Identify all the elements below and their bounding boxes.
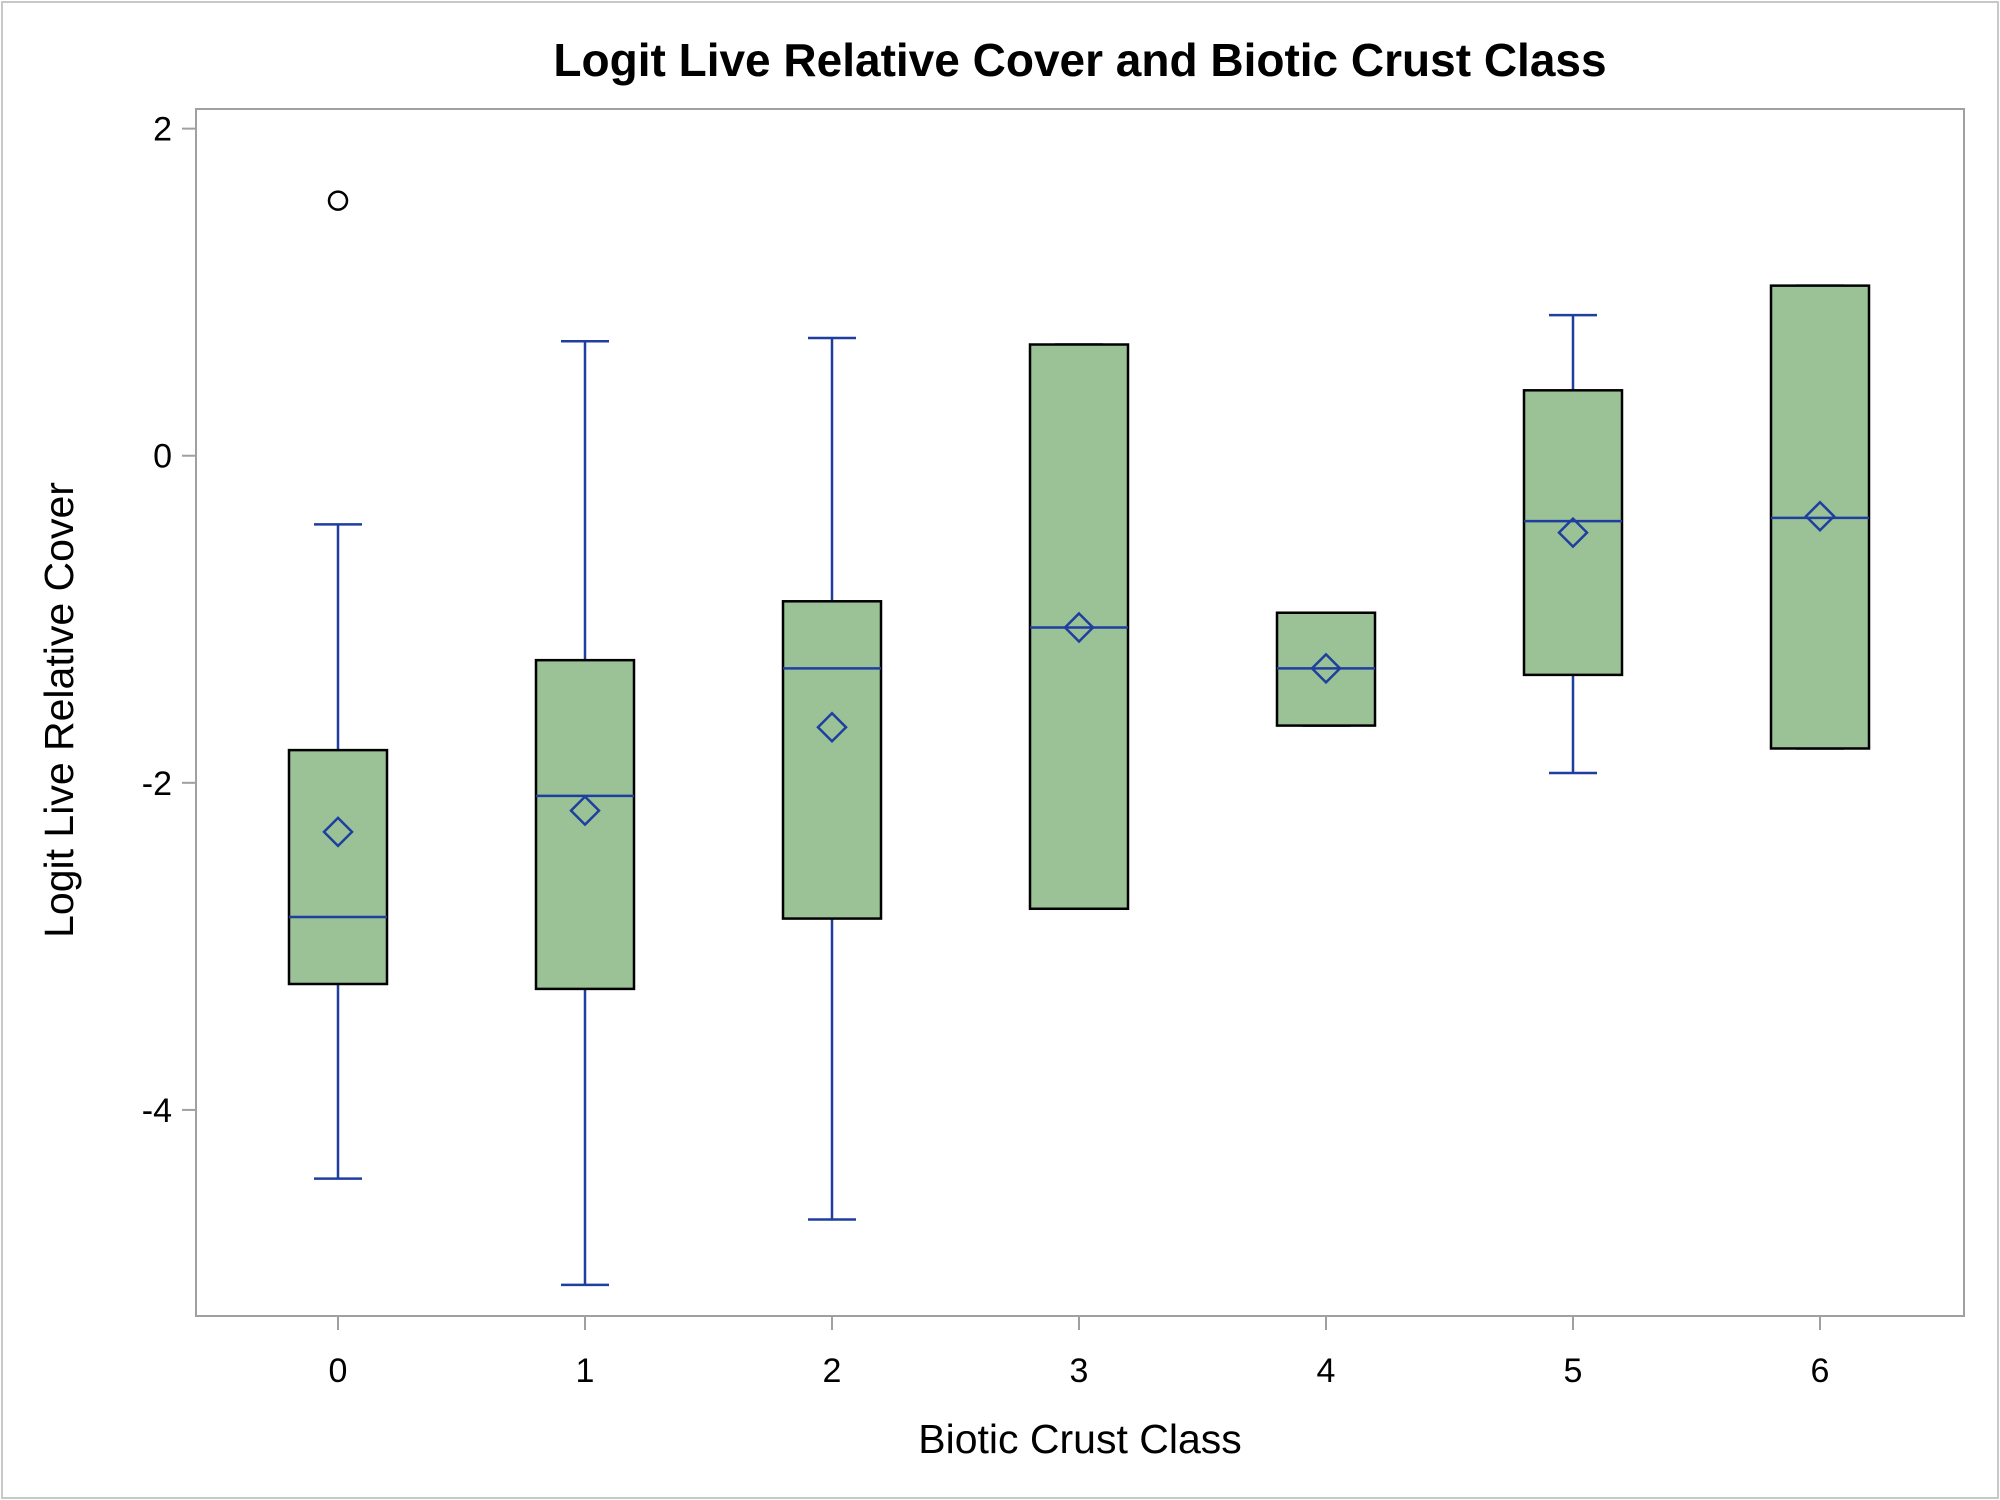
y-tick-label: -4	[142, 1092, 172, 1130]
mean-marker	[569, 794, 601, 827]
box-iqr	[1522, 389, 1624, 677]
mean-marker	[1557, 516, 1589, 549]
chart-title: Logit Live Relative Cover and Biotic Cru…	[553, 34, 1606, 86]
box-iqr	[287, 748, 389, 986]
mean-marker	[1804, 500, 1836, 533]
box-1	[534, 339, 636, 1287]
y-tick-label: 2	[153, 111, 172, 149]
y-axis-label: Logit Live Relative Cover	[36, 482, 82, 938]
mean-marker	[816, 711, 848, 743]
mean-marker	[322, 816, 354, 848]
x-tick-label: 0	[329, 1352, 348, 1390]
box-2	[781, 336, 883, 1221]
x-tick-label: 1	[576, 1352, 595, 1390]
y-axis: 2 0 -2 -4	[142, 111, 196, 1130]
box-series	[287, 190, 1871, 1287]
x-axis-label: Biotic Crust Class	[918, 1416, 1242, 1462]
box-5	[1522, 313, 1624, 775]
x-tick-label: 5	[1564, 1352, 1583, 1390]
mean-marker	[1310, 652, 1342, 685]
x-tick-label: 4	[1317, 1352, 1336, 1390]
box-0	[287, 190, 389, 1180]
outlier-point	[327, 190, 349, 211]
box-6	[1769, 284, 1871, 750]
box-3	[1028, 343, 1130, 911]
x-tick-label: 6	[1811, 1352, 1830, 1390]
x-tick-label: 2	[823, 1352, 842, 1390]
y-tick-label: 0	[153, 438, 172, 476]
box-4	[1275, 611, 1377, 727]
mean-marker	[1063, 611, 1095, 644]
x-axis: 0 1 2 3 4 5 6	[329, 1316, 1830, 1390]
y-tick-label: -2	[142, 765, 172, 803]
x-tick-label: 3	[1070, 1352, 1089, 1390]
box-iqr	[781, 600, 883, 920]
